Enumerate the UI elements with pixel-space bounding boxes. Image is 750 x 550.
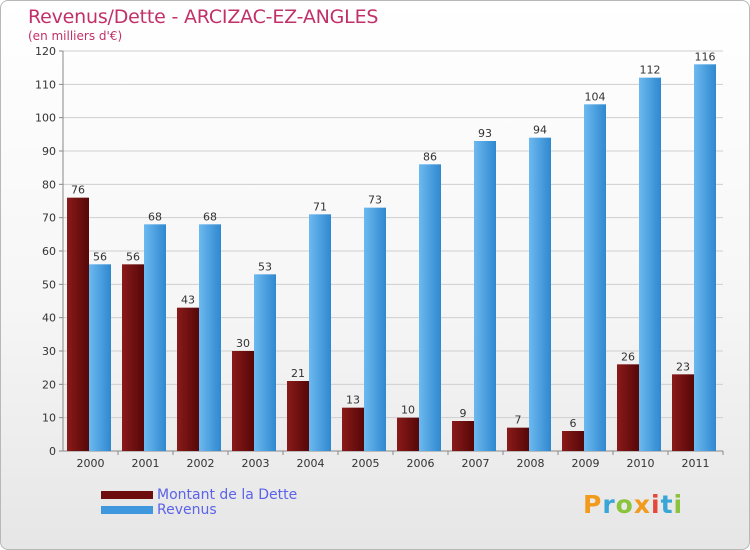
data-label: 7 <box>515 414 522 427</box>
data-label: 56 <box>126 250 140 263</box>
bar-revenus <box>529 137 551 451</box>
bar-dette <box>67 197 89 451</box>
data-label: 13 <box>346 394 360 407</box>
x-tick-label: 2010 <box>627 457 655 470</box>
y-tick-label: 40 <box>42 312 56 325</box>
logo-letter: i <box>651 490 661 519</box>
bar-revenus <box>419 164 441 452</box>
bar-dette <box>672 374 694 451</box>
data-label: 10 <box>401 404 415 417</box>
legend-item-revenus: Revenus <box>101 501 297 518</box>
y-tick-label: 110 <box>35 78 56 91</box>
logo-letter: o <box>615 490 634 519</box>
data-label: 76 <box>71 184 85 197</box>
data-label: 71 <box>313 200 327 213</box>
data-label: 94 <box>533 124 547 137</box>
bar-dette <box>617 364 639 451</box>
y-tick-label: 10 <box>42 412 56 425</box>
logo-letter: P <box>583 490 603 519</box>
data-label: 21 <box>291 367 305 380</box>
bar-revenus <box>254 274 276 451</box>
data-label: 53 <box>258 260 272 273</box>
data-label: 9 <box>460 407 467 420</box>
bar-revenus <box>364 207 386 451</box>
data-label: 26 <box>621 350 635 363</box>
x-tick-label: 2011 <box>682 457 710 470</box>
data-label: 73 <box>368 194 382 207</box>
bar-dette <box>397 417 419 451</box>
x-tick-label: 2001 <box>132 457 160 470</box>
bar-dette <box>342 407 364 451</box>
data-label: 93 <box>478 127 492 140</box>
bar-revenus <box>584 104 606 451</box>
y-tick-label: 0 <box>49 445 56 458</box>
x-tick-label: 2008 <box>517 457 545 470</box>
chart-title: Revenus/Dette - ARCIZAC-EZ-ANGLES <box>28 6 379 28</box>
legend-item-dette: Montant de la Dette <box>101 486 298 503</box>
bar-revenus <box>199 224 221 451</box>
bar-revenus <box>639 77 661 452</box>
bar-dette <box>177 307 199 451</box>
data-label: 56 <box>93 250 107 263</box>
legend-swatch-revenus <box>101 505 153 514</box>
y-tick-label: 20 <box>42 378 56 391</box>
bar-revenus <box>694 64 716 452</box>
y-tick-label: 70 <box>42 212 56 225</box>
y-tick-label: 100 <box>35 112 56 125</box>
data-label: 104 <box>585 90 606 103</box>
x-tick-label: 2000 <box>77 457 105 470</box>
x-tick-label: 2006 <box>407 457 435 470</box>
legend-swatch-dette <box>101 490 153 499</box>
logo-letter: r <box>602 490 616 519</box>
proxiti-logo: Proxiti <box>583 490 683 519</box>
data-label: 6 <box>570 417 577 430</box>
data-label: 23 <box>676 360 690 373</box>
y-tick-label: 120 <box>35 45 56 58</box>
data-label: 116 <box>695 50 716 63</box>
y-tick-label: 30 <box>42 345 56 358</box>
logo-letter: t <box>660 490 674 519</box>
bar-revenus <box>144 224 166 451</box>
legend: Montant de la Dette Revenus <box>101 486 298 518</box>
data-label: 68 <box>203 210 217 223</box>
x-tick-label: 2002 <box>187 457 215 470</box>
x-tick-label: 2004 <box>297 457 325 470</box>
data-label: 86 <box>423 150 437 163</box>
bar-dette <box>507 427 529 451</box>
y-tick-label: 50 <box>42 278 56 291</box>
bar-dette <box>562 431 584 451</box>
legend-label-revenus: Revenus <box>157 501 217 518</box>
logo-letter: x <box>633 490 651 519</box>
bar-dette <box>452 421 474 451</box>
data-label: 68 <box>148 210 162 223</box>
bar-revenus <box>89 264 111 451</box>
legend-label-dette: Montant de la Dette <box>157 486 298 503</box>
bar-revenus <box>474 141 496 451</box>
y-tick-label: 80 <box>42 178 56 191</box>
chart-subtitle: (en milliers d'€) <box>28 29 123 43</box>
x-tick-label: 2005 <box>352 457 380 470</box>
y-tick-label: 90 <box>42 145 56 158</box>
bar-dette <box>232 351 254 451</box>
bar-revenus <box>309 214 331 451</box>
data-label: 43 <box>181 294 195 307</box>
x-tick-label: 2003 <box>242 457 270 470</box>
data-label: 30 <box>236 337 250 350</box>
data-label: 112 <box>640 64 661 77</box>
x-tick-label: 2007 <box>462 457 490 470</box>
logo-letter: i <box>673 490 684 519</box>
bar-dette <box>287 381 309 451</box>
x-tick-label: 2009 <box>572 457 600 470</box>
y-tick-label: 60 <box>42 245 56 258</box>
bar-dette <box>122 264 144 451</box>
